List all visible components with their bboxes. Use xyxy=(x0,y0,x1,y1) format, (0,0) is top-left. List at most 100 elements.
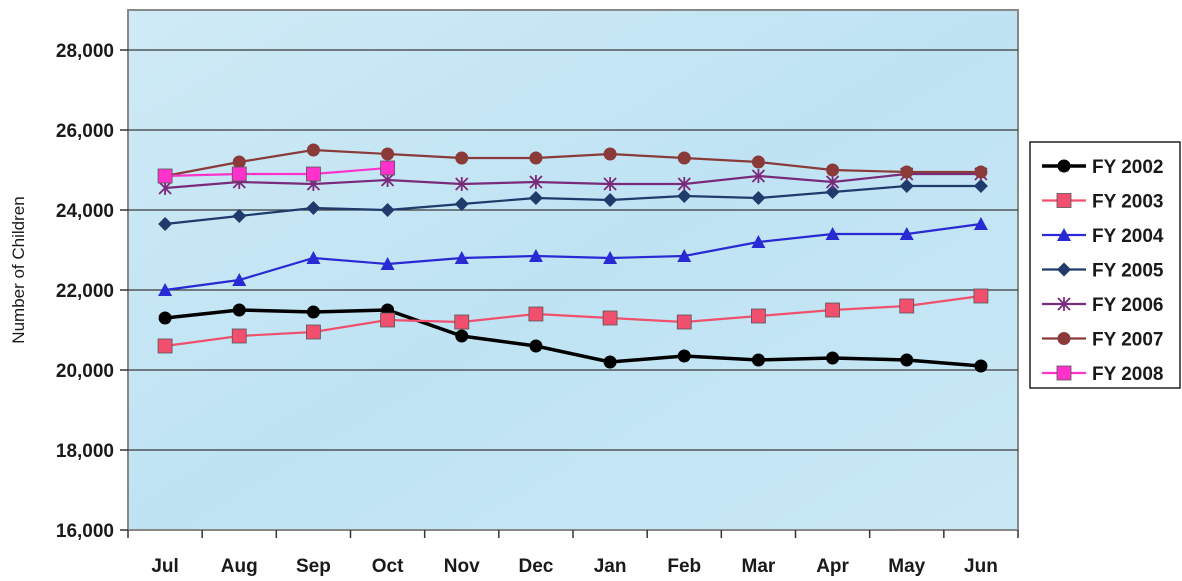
y-tick-label: 20,000 xyxy=(56,361,114,382)
legend-label: FY 2008 xyxy=(1092,364,1163,385)
data-point xyxy=(529,151,543,165)
x-tick-label: Jun xyxy=(964,556,998,577)
x-tick-label: Mar xyxy=(742,556,776,577)
legend-marker xyxy=(1057,262,1071,277)
data-point xyxy=(306,305,320,319)
gridlines xyxy=(128,49,1018,451)
legend-box xyxy=(1029,141,1181,389)
y-tick-label: 22,000 xyxy=(56,281,114,302)
data-point xyxy=(306,201,321,215)
y-axis: 16,000 18,000 20,000 22,000 24,000 26,000 28,0… xyxy=(56,41,128,542)
data-point xyxy=(751,235,766,248)
series-fy-2008 xyxy=(157,160,395,184)
x-tick-label: Feb xyxy=(667,556,701,577)
data-point xyxy=(751,169,766,183)
data-point xyxy=(454,197,469,211)
data-point xyxy=(677,177,691,191)
series-line xyxy=(165,166,388,178)
data-point xyxy=(900,165,914,179)
data-point xyxy=(381,147,395,161)
data-point xyxy=(455,329,469,343)
data-point xyxy=(306,324,321,340)
data-point xyxy=(826,163,840,177)
data-point xyxy=(751,353,765,367)
legend-item: FY 2006 xyxy=(1042,295,1163,316)
x-tick-label: May xyxy=(888,556,925,577)
data-point xyxy=(158,283,173,296)
data-point xyxy=(232,303,246,317)
series-line xyxy=(164,308,982,368)
data-point xyxy=(232,209,247,223)
data-point xyxy=(603,177,617,191)
legend-item: FY 2008 xyxy=(1042,364,1163,385)
legend-label: FY 2007 xyxy=(1092,330,1163,351)
data-point xyxy=(751,191,766,205)
data-point xyxy=(676,314,692,330)
data-point xyxy=(899,298,915,314)
data-point xyxy=(232,273,247,286)
data-point xyxy=(973,288,989,304)
data-point xyxy=(900,353,914,367)
y-tick-label: 16,000 xyxy=(56,521,114,542)
data-point xyxy=(529,175,543,189)
y-tick-label: 24,000 xyxy=(56,201,114,222)
data-point xyxy=(157,338,173,354)
plot-area xyxy=(127,9,1019,531)
data-point xyxy=(454,314,470,330)
data-point xyxy=(231,328,247,344)
data-point xyxy=(306,143,320,157)
data-point xyxy=(899,179,914,193)
y-axis-label: Number of Children xyxy=(9,196,28,343)
data-point xyxy=(380,203,395,217)
data-point xyxy=(677,189,692,203)
series-fy-2006 xyxy=(158,167,988,195)
data-point xyxy=(455,177,469,191)
legend: FY 2002 FY 2003 FY 2004 FY 2005 FY 2006 FY 20… xyxy=(1029,141,1181,389)
x-tick-label: Aug xyxy=(221,556,258,577)
data-point xyxy=(529,339,543,353)
data-point xyxy=(454,251,469,264)
data-point xyxy=(825,302,840,318)
data-point xyxy=(306,251,321,264)
data-point xyxy=(751,308,766,324)
data-point xyxy=(602,310,618,326)
data-point xyxy=(306,166,321,182)
data-point xyxy=(677,349,691,363)
data-point xyxy=(157,168,173,184)
data-point xyxy=(380,160,395,176)
legend-item: FY 2004 xyxy=(1042,226,1164,247)
x-tick-label: Sep xyxy=(296,556,331,577)
data-point xyxy=(973,217,988,230)
x-tick-label: Apr xyxy=(816,556,849,577)
legend-marker xyxy=(1056,365,1072,381)
data-point xyxy=(232,155,246,169)
data-point xyxy=(974,165,988,179)
legend-marker xyxy=(1057,159,1071,173)
data-point xyxy=(231,166,247,182)
series-fy-2003 xyxy=(157,288,989,354)
legend-item: FY 2003 xyxy=(1042,192,1163,213)
data-point xyxy=(380,257,395,270)
data-point xyxy=(528,249,543,262)
data-point xyxy=(528,306,544,322)
x-axis: Jul Aug Sep Oct Nov Dec Jan Feb Mar Apr May Jun xyxy=(127,530,1019,577)
legend-marker xyxy=(1057,297,1071,311)
series-line xyxy=(164,294,982,348)
series-line xyxy=(164,222,982,292)
legend-label: FY 2005 xyxy=(1092,261,1164,282)
data-point xyxy=(603,193,618,207)
legend-marker xyxy=(1056,193,1072,208)
series-fy-2005 xyxy=(158,179,988,231)
data-point xyxy=(677,249,692,262)
data-point xyxy=(380,312,395,328)
legend-item: FY 2002 xyxy=(1042,157,1163,178)
x-tick-label: Jan xyxy=(594,556,627,577)
data-point xyxy=(603,147,617,161)
legend-label: FY 2002 xyxy=(1092,157,1163,178)
legend-item: FY 2007 xyxy=(1042,330,1163,351)
legend-label: FY 2006 xyxy=(1092,295,1163,316)
data-point xyxy=(974,359,988,373)
series-line xyxy=(164,184,981,226)
data-point xyxy=(751,155,765,169)
